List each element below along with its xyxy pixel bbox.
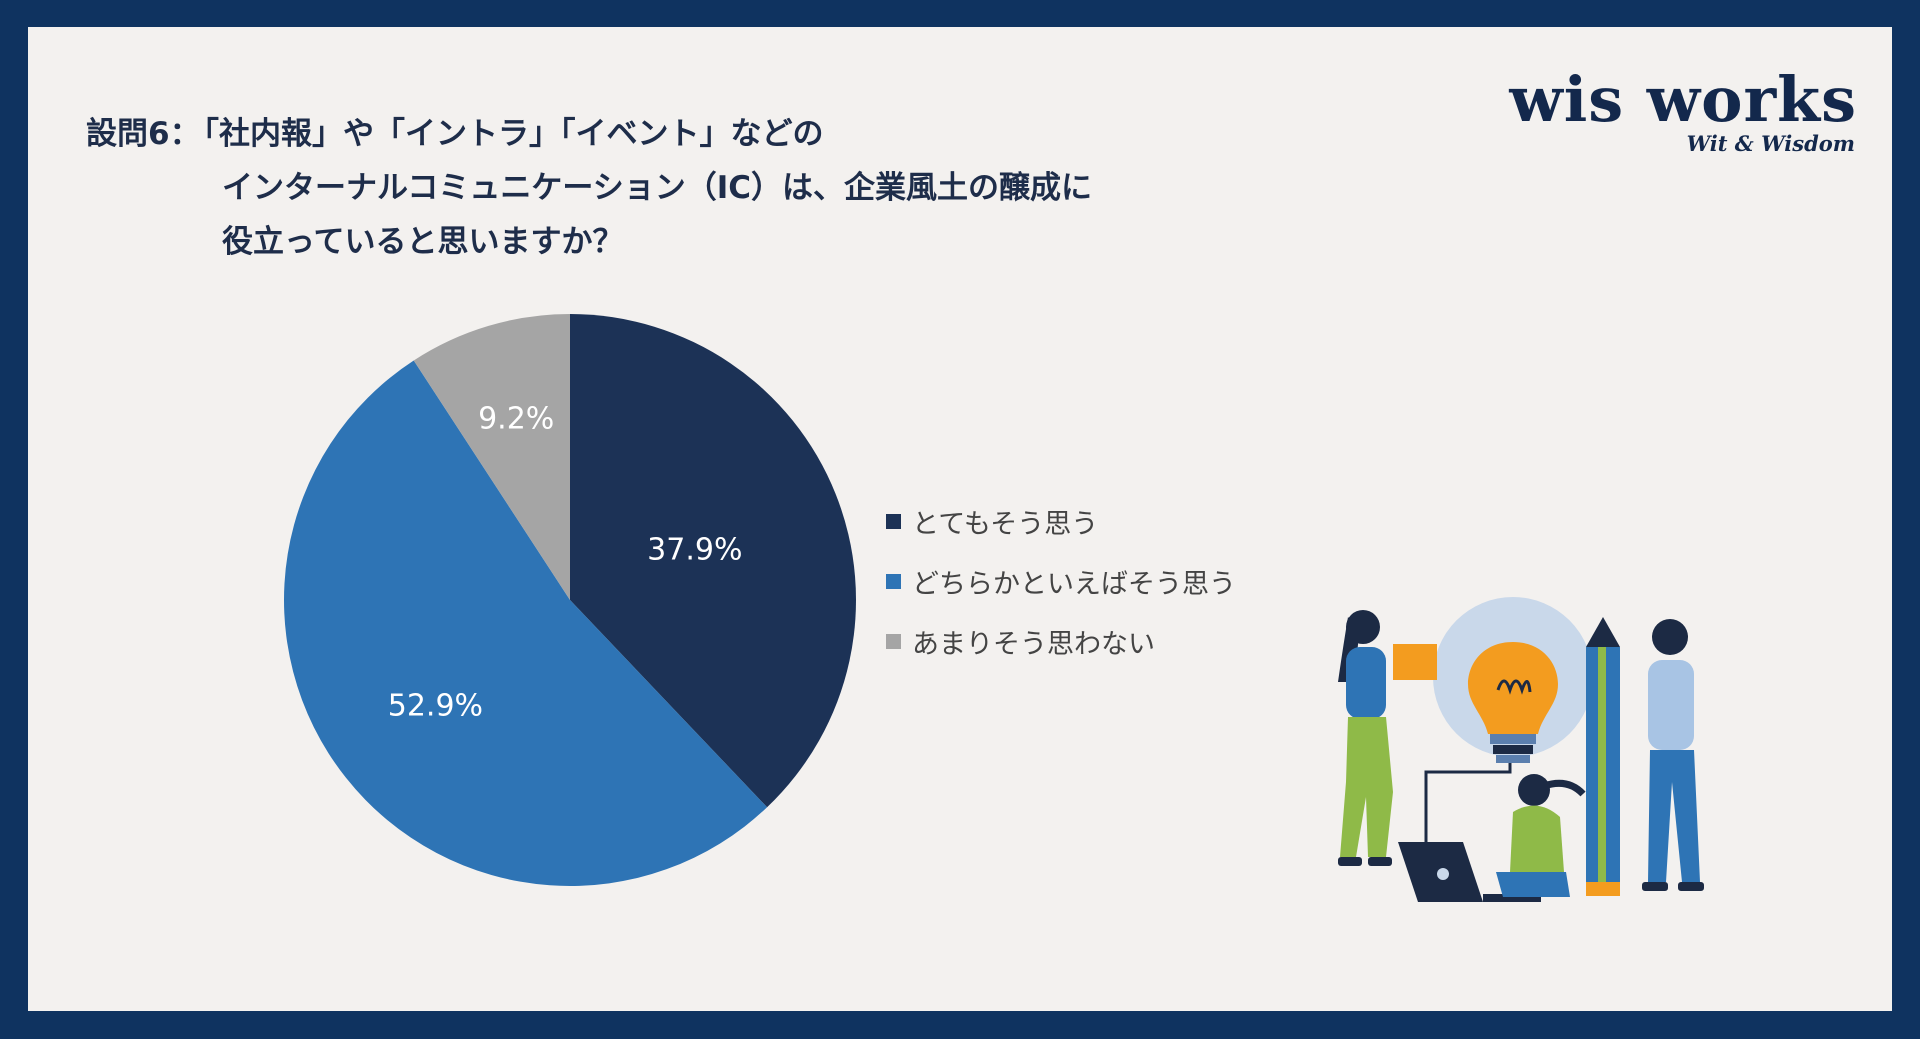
pie-slice xyxy=(284,360,768,886)
laptop-base xyxy=(1483,894,1541,902)
question-number: 設問6： xyxy=(86,116,201,152)
pie-slice xyxy=(570,314,856,808)
person-shoe xyxy=(1678,882,1704,891)
person-pants xyxy=(1496,872,1570,897)
person-pants xyxy=(1340,717,1393,857)
question-line-1: 「社内報」や「イントラ」「イベント」などの xyxy=(188,116,824,152)
bulb-base xyxy=(1490,734,1536,744)
legend-item: あまりそう思わない xyxy=(886,611,1236,671)
pie-data-label: 52.9% xyxy=(387,688,484,724)
legend-label: どちらかといえばそう思う xyxy=(912,568,1236,600)
pie-data-label: 37.9% xyxy=(647,532,743,568)
bulb-base xyxy=(1496,755,1530,763)
pie-data-label: 9.2% xyxy=(478,401,555,437)
question-text: 「社内報」や「イントラ」「イベント」などの インターナルコミュニケーション（IC… xyxy=(188,107,1386,269)
logo-tagline: Wit & Wisdom xyxy=(1686,131,1855,156)
person-shirt xyxy=(1346,647,1386,719)
pencil-eraser xyxy=(1586,882,1620,896)
bulb-filament xyxy=(1496,679,1532,695)
bulb-base xyxy=(1493,745,1533,754)
pencil-tip xyxy=(1586,617,1620,647)
lightbulb-icon xyxy=(1468,642,1558,734)
legend-swatch xyxy=(886,633,901,649)
pie-slice xyxy=(413,314,570,600)
question-line-3: 役立っていると思いますか？ xyxy=(222,224,624,260)
question-title: 設問6： 「社内報」や「イントラ」「イベント」などの インターナルコミュニケーシ… xyxy=(86,107,1386,269)
person-head xyxy=(1652,619,1688,655)
logo-brand: wis works xyxy=(1509,63,1857,136)
person-ponytail xyxy=(1542,779,1586,797)
team-idea-illustration-icon xyxy=(1338,597,1704,902)
person-shoe xyxy=(1338,857,1362,866)
person-head xyxy=(1518,774,1550,806)
laptop-logo xyxy=(1437,868,1449,880)
legend-item: とてもそう思う xyxy=(886,491,1236,551)
wis-works-logo: wis works Wit & Wisdom xyxy=(1509,67,1857,157)
legend-label: あまりそう思わない xyxy=(912,628,1155,660)
person-shirt xyxy=(1510,805,1564,872)
cable xyxy=(1424,763,1512,847)
pie-chart xyxy=(284,314,856,886)
pencil-stripe xyxy=(1598,647,1606,882)
legend-label: とてもそう思う xyxy=(912,508,1099,540)
chart-legend: とてもそう思う どちらかといえばそう思う あまりそう思わない xyxy=(886,491,1236,671)
person-shoe xyxy=(1368,857,1392,866)
person-pants xyxy=(1648,750,1700,882)
legend-swatch xyxy=(886,513,901,529)
question-line-2: インターナルコミュニケーション（IC）は、企業風土の醸成に xyxy=(222,170,1093,206)
person-shoe xyxy=(1642,882,1668,891)
legend-swatch xyxy=(886,573,901,589)
slide: 設問6： 「社内報」や「イントラ」「イベント」などの インターナルコミュニケーシ… xyxy=(28,27,1892,1011)
tablet-icon xyxy=(1393,644,1437,680)
legend-item: どちらかといえばそう思う xyxy=(886,551,1236,611)
person-shirt xyxy=(1648,660,1694,750)
